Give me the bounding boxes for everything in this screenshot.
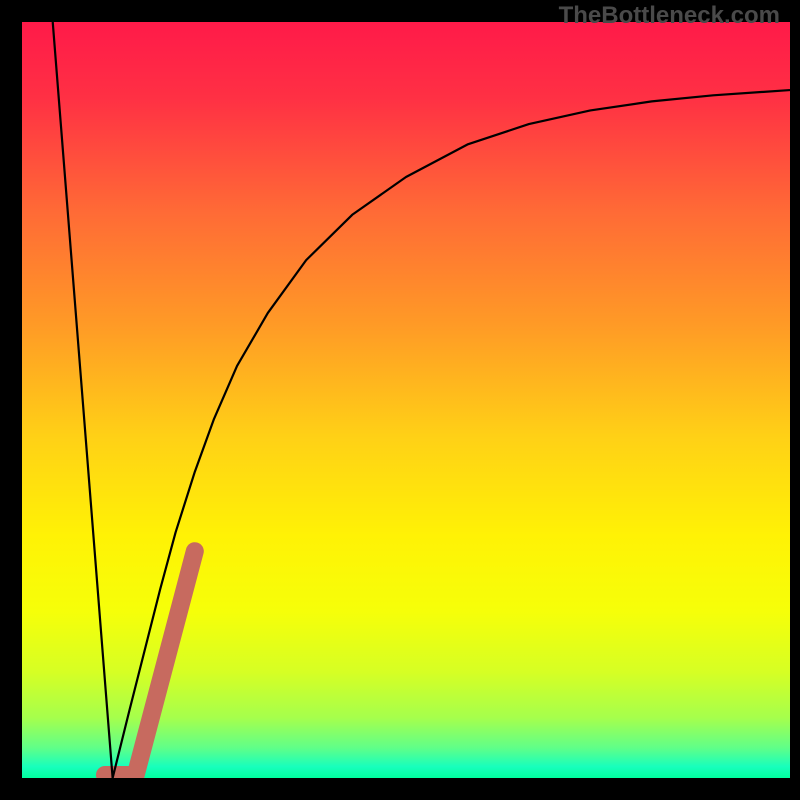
chart-container: TheBottleneck.com bbox=[0, 0, 800, 800]
watermark-text: TheBottleneck.com bbox=[559, 2, 780, 30]
plot-area bbox=[22, 22, 790, 778]
highlight-segment bbox=[105, 551, 195, 775]
plot-svg bbox=[22, 22, 790, 778]
